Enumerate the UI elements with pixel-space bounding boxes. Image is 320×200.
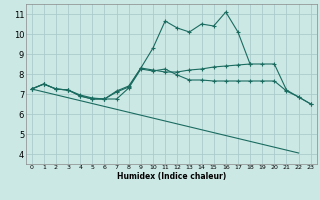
X-axis label: Humidex (Indice chaleur): Humidex (Indice chaleur) bbox=[116, 172, 226, 181]
